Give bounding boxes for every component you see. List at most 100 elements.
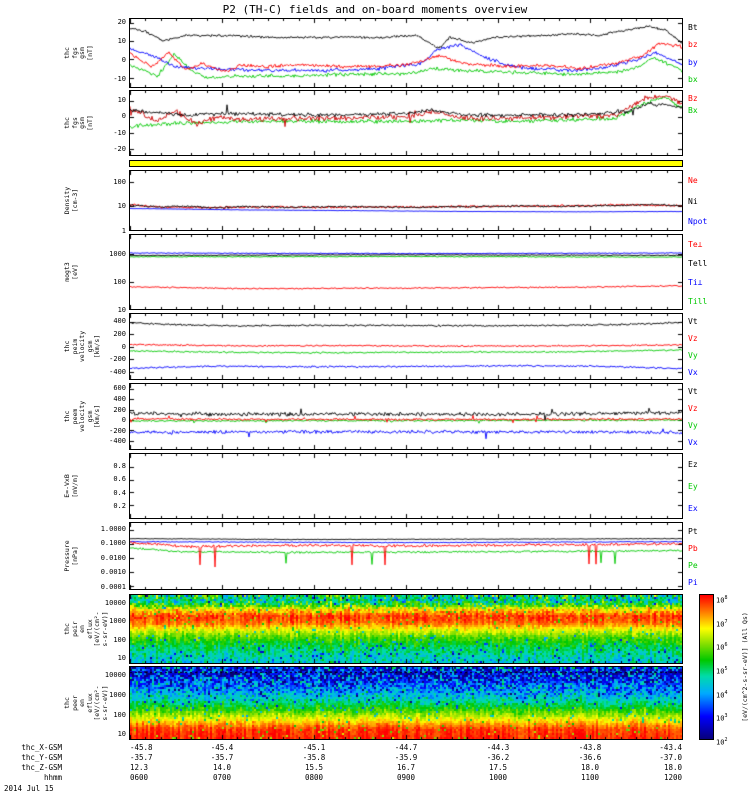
legend-Ni: Ni	[688, 196, 698, 206]
y-tick-label: 0.0100	[100, 553, 126, 562]
axis-value: -35.9	[394, 753, 418, 762]
fgm-field2-panel	[129, 90, 683, 156]
colorbar-canvas	[700, 595, 713, 739]
fgm-field2-panel-ylabel: thc fgs gsm [nT]	[63, 115, 94, 131]
axis-value: 0900	[396, 773, 416, 782]
axis-row-label-thc_Y-GSM: thc_Y-GSM	[21, 753, 62, 762]
fgm-field-panel	[129, 18, 683, 88]
y-tick-label: -10	[113, 128, 126, 137]
axis-value: 1100	[580, 773, 600, 782]
axis-value: -45.1	[302, 743, 326, 752]
y-tick-label: 100	[113, 177, 126, 186]
legend-Tell: Tell	[688, 258, 708, 268]
date-label: 2014 Jul 15	[4, 784, 54, 793]
density-panel	[129, 170, 683, 231]
y-tick-label: -20	[113, 145, 126, 154]
y-tick-label: 1000	[109, 249, 126, 258]
colorbar-tick: 107	[716, 618, 728, 628]
y-tick-label: 10	[117, 36, 126, 45]
colorbar-label: [eV/(cm^2-s-sr-eV)] (All Qs)	[741, 612, 749, 722]
electron-spectrogram-panel-canvas	[130, 667, 682, 739]
y-tick-label: 200	[113, 405, 126, 414]
y-tick-label: 0	[121, 55, 126, 64]
y-tick-label: 0.1000	[100, 539, 126, 548]
colorbar-tick: 106	[716, 642, 728, 652]
legend-Ne: Ne	[688, 176, 698, 186]
legend-Till: Till	[688, 296, 708, 306]
y-tick-label: 20	[117, 17, 126, 26]
y-tick-label: 0.8	[113, 462, 126, 471]
legend-Ey: Ey	[688, 482, 698, 491]
electron-spectrogram-panel-ylabel: thc peer en eflux [eV/(cm²- s-sr-eV)]	[63, 685, 109, 721]
colorbar-tick: 102	[716, 737, 728, 747]
density-panel-canvas	[130, 171, 682, 230]
y-tick-label: 1.0000	[100, 524, 126, 533]
y-tick-label: 100	[113, 710, 126, 719]
axis-value: 1200	[663, 773, 682, 782]
legend-Vy: Vy	[688, 350, 698, 360]
axis-row-label-thc_Z-GSM: thc_Z-GSM	[21, 763, 62, 772]
efield-panel-canvas	[130, 454, 682, 518]
colorbar-tick: 103	[716, 713, 728, 723]
temperature-panel	[129, 234, 683, 310]
axis-value: -45.8	[130, 743, 153, 752]
y-tick-label: -400	[109, 368, 126, 377]
legend-Vz: Vz	[688, 404, 698, 414]
legend-Npot: Npot	[688, 216, 708, 226]
legend-bx: bx	[688, 75, 698, 85]
pressure-panel-ylabel: Pressure [nPa]	[63, 540, 79, 572]
y-tick-label: 10000	[104, 598, 126, 607]
legend-Ti⊥: Ti⊥	[688, 277, 703, 287]
legend-Ez: Ez	[688, 460, 698, 469]
y-tick-label: 10	[117, 654, 126, 663]
axis-value: -44.3	[486, 743, 510, 752]
ion-velocity-panel-canvas	[130, 314, 682, 379]
axis-value: -37.0	[659, 753, 682, 762]
axis-value: 17.5	[488, 763, 508, 772]
axis-value: 15.5	[304, 763, 324, 772]
y-tick-label: 10000	[104, 671, 126, 680]
y-tick-label: 100	[113, 277, 126, 286]
legend-Vx: Vx	[688, 437, 698, 447]
axis-value: -35.7	[130, 753, 153, 762]
legend-bz: bz	[688, 40, 698, 50]
legend-Ex: Ex	[688, 504, 698, 513]
legend-Vt: Vt	[688, 387, 698, 397]
fgm-field2-panel-canvas	[130, 91, 682, 155]
axis-value: 0700	[212, 773, 232, 782]
axis-value: -43.8	[578, 743, 602, 752]
y-tick-label: -10	[113, 74, 126, 83]
axis-value: -44.7	[394, 743, 418, 752]
y-tick-label: 100	[113, 635, 126, 644]
y-tick-label: 0.0010	[100, 568, 126, 577]
y-tick-label: -200	[109, 355, 126, 364]
roi-bar	[129, 160, 683, 167]
axis-value: 0600	[130, 773, 149, 782]
fgm-field-panel-canvas	[130, 19, 682, 87]
axis-value: -36.2	[486, 753, 510, 762]
colorbar-tick: 104	[716, 689, 728, 699]
y-tick-label: 200	[113, 329, 126, 338]
axis-value: 0800	[304, 773, 324, 782]
y-tick-label: 1000	[109, 617, 126, 626]
y-tick-label: 600	[113, 384, 126, 393]
legend-Bt: Bt	[688, 22, 698, 32]
legend-Bz: Bz	[688, 93, 698, 103]
y-tick-label: 0	[121, 416, 126, 425]
axis-row-label-hhmm: hhmm	[43, 773, 62, 782]
legend-Vz: Vz	[688, 334, 698, 344]
legend-Vt: Vt	[688, 317, 698, 327]
legend-Pb: Pb	[688, 543, 698, 553]
plot-title: P2 (TH-C) fields and on-board moments ov…	[222, 3, 528, 16]
axis-value: 14.0	[212, 763, 232, 772]
legend-Te⊥: Te⊥	[688, 239, 703, 249]
y-tick-label: 1	[121, 227, 126, 235]
axis-value: -45.4	[210, 743, 234, 752]
fgm-field-panel-ylabel: thc fgs gsm [nT]	[63, 45, 94, 61]
colorbar-tick: 108	[716, 595, 728, 605]
legend-Bx: Bx	[688, 105, 698, 115]
y-tick-label: 400	[113, 316, 126, 325]
electron-velocity-panel-canvas	[130, 384, 682, 449]
axis-value: -35.7	[210, 753, 234, 762]
